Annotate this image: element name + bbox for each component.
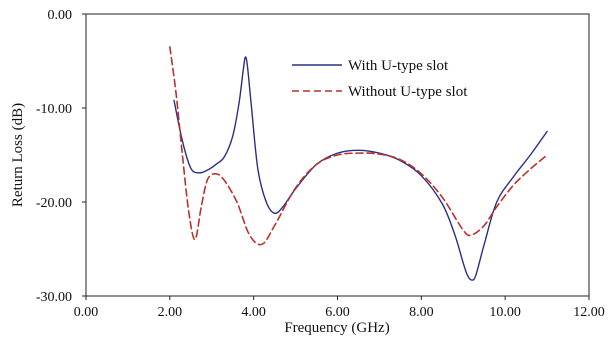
x-axis-title: Frequency (GHz) — [284, 320, 389, 336]
axis-ticks: 0.00 2.00 4.00 6.00 8.00 10.00 12.00 0.00 -10.00… — [36, 8, 605, 320]
legend-label: With U-type slot — [348, 58, 449, 74]
x-tick-label: 4.00 — [241, 305, 266, 320]
legend-label: Without U-type slot — [348, 84, 468, 100]
x-tick-label: 10.00 — [489, 305, 521, 320]
x-tick-label: 12.00 — [573, 305, 605, 320]
x-tick-label: 6.00 — [325, 305, 350, 320]
y-tick-label: -20.00 — [36, 196, 72, 211]
y-tick-label: 0.00 — [48, 8, 73, 23]
series-layer — [169, 46, 548, 281]
x-tick-label: 8.00 — [409, 305, 434, 320]
y-tick-label: -30.00 — [36, 290, 72, 305]
y-axis-title: Return Loss (dB) — [10, 103, 26, 207]
x-tick-label: 0.00 — [74, 305, 99, 320]
series-line-without-u-type-slot — [169, 46, 548, 246]
legend: With U-type slot Without U-type slot — [292, 58, 468, 100]
y-tick-label: -10.00 — [36, 102, 72, 117]
x-tick-label: 2.00 — [158, 305, 183, 320]
